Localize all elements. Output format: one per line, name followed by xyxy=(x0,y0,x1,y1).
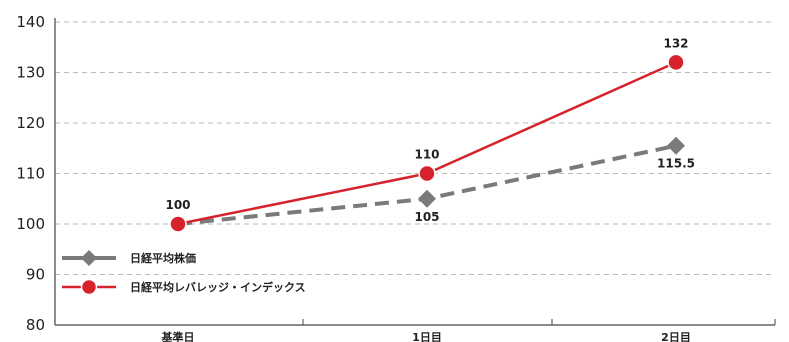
data-point xyxy=(667,136,685,155)
y-tick-label: 100 xyxy=(16,215,45,233)
legend-label: 日経平均株価 xyxy=(130,251,196,265)
data-label: 105 xyxy=(414,210,439,224)
x-tick-label: 2日目 xyxy=(661,331,691,342)
data-label: 115.5 xyxy=(657,157,695,171)
data-label: 132 xyxy=(663,36,688,50)
y-tick-label: 130 xyxy=(16,64,45,82)
y-tick-label: 80 xyxy=(26,316,45,334)
x-tick-label: 基準日 xyxy=(161,330,195,342)
axes: 80 90 100 110 120 130 140 基準日 1日目 2日目 xyxy=(16,13,776,342)
y-tick-label: 90 xyxy=(26,266,45,284)
data-point xyxy=(169,215,187,233)
y-tick-label: 140 xyxy=(16,13,45,31)
data-point xyxy=(418,189,436,208)
legend-item: 日経平均株価 xyxy=(62,250,196,266)
data-label: 100 xyxy=(165,198,190,212)
legend-item: 日経平均レバレッジ・インデックス xyxy=(62,278,306,296)
data-label: 110 xyxy=(414,148,439,162)
y-tick-label: 120 xyxy=(16,114,45,132)
data-point xyxy=(418,164,436,183)
data-labels: 100 110 132 105 115.5 xyxy=(165,36,695,223)
y-tick-label: 110 xyxy=(16,165,45,183)
x-tick-label: 1日目 xyxy=(412,331,442,342)
legend-label: 日経平均レバレッジ・インデックス xyxy=(130,280,306,294)
legend-marker xyxy=(80,278,98,296)
data-point xyxy=(667,53,685,72)
series-group xyxy=(169,53,685,233)
legend-marker xyxy=(81,250,97,266)
